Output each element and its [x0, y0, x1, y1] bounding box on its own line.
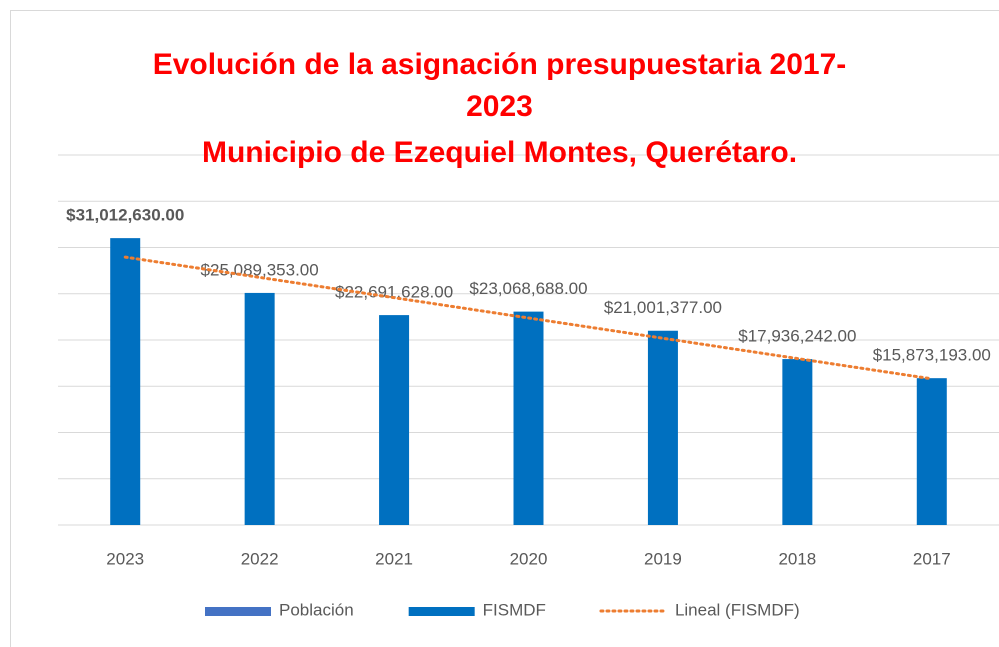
data-label: $21,001,377.00: [604, 298, 722, 317]
data-label: $15,873,193.00: [873, 346, 991, 365]
x-tick-label: 2018: [778, 549, 816, 568]
chart-border: [10, 10, 999, 647]
x-tick-label: 2021: [375, 549, 413, 568]
data-label: $17,936,242.00: [738, 327, 856, 346]
x-tick-label: 2019: [644, 549, 682, 568]
data-label: $25,089,353.00: [201, 260, 319, 279]
data-label: $23,068,688.00: [469, 279, 587, 298]
legend-label: FISMDF: [483, 600, 546, 619]
title-block: Evolución de la asignación presupuestari…: [0, 44, 999, 174]
bar: [244, 292, 275, 525]
chart-title: Evolución de la asignación presupuestari…: [152, 48, 847, 123]
chart-subtitle: Municipio de Ezequiel Montes, Querétaro.: [201, 136, 798, 169]
x-tick-label: 2023: [106, 549, 144, 568]
x-tick-label: 2020: [510, 549, 548, 568]
trendline: [123, 255, 934, 381]
data-label: $22,691,628.00: [335, 283, 453, 302]
bar: [647, 330, 678, 525]
bar: [110, 238, 141, 525]
bar: [916, 378, 947, 525]
bar: [782, 359, 813, 525]
legend-swatch: [408, 607, 475, 616]
legend-label: Lineal (FISMDF): [675, 600, 800, 619]
legend-label: Población: [279, 600, 354, 619]
bar: [513, 311, 544, 525]
data-label: $31,012,630.00: [66, 206, 184, 225]
x-tick-label: 2017: [913, 549, 951, 568]
x-tick-label: 2022: [241, 549, 279, 568]
legend-swatch: [205, 607, 271, 616]
bar: [379, 315, 410, 525]
